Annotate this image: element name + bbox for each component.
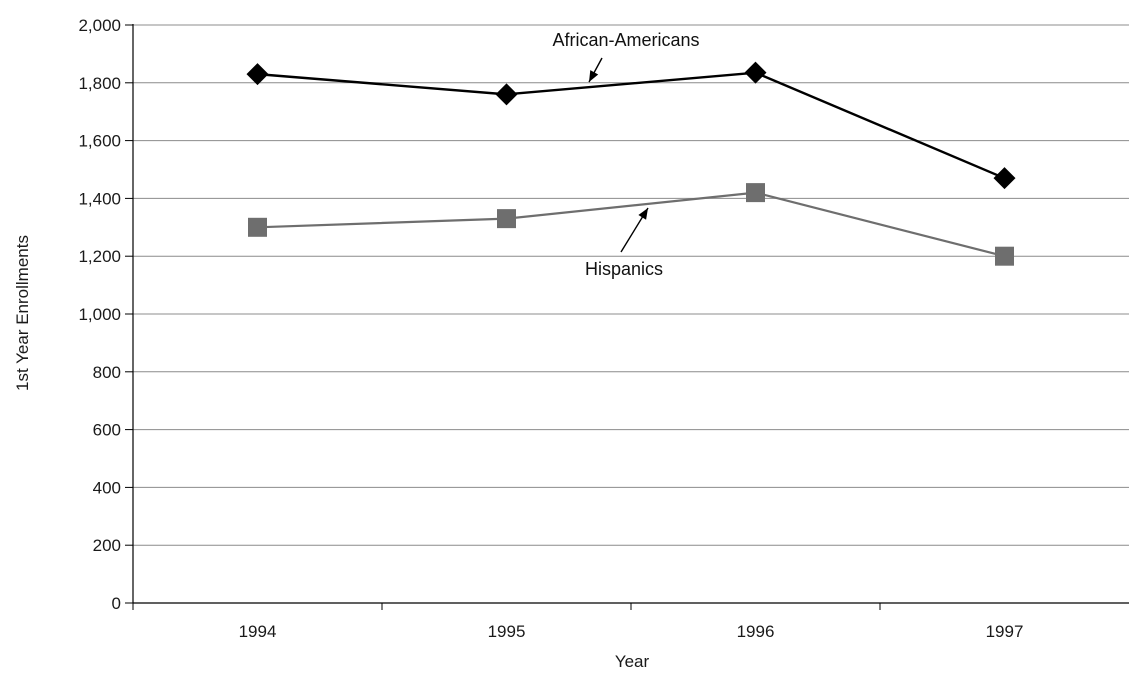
square-marker bbox=[995, 246, 1014, 266]
annotations-layer: African-Americans Hispanics bbox=[552, 30, 699, 279]
series-line-1 bbox=[257, 191, 1005, 258]
square-marker bbox=[248, 217, 267, 237]
x-axis-ticks: 1994 1995 1996 1997 bbox=[132, 603, 1024, 641]
series-line-0 bbox=[257, 71, 1005, 180]
diamond-marker bbox=[246, 63, 269, 86]
y-tick-label: 1,800 bbox=[78, 74, 121, 93]
x-tick-label: 1997 bbox=[986, 622, 1024, 641]
square-marker bbox=[746, 183, 765, 203]
y-tick-label: 1,200 bbox=[78, 247, 121, 266]
x-tick-label: 1995 bbox=[488, 622, 526, 641]
annotation-label-hispanics: Hispanics bbox=[585, 259, 663, 279]
y-tick-label: 1,400 bbox=[78, 189, 121, 208]
x-tick-label: 1994 bbox=[239, 622, 277, 641]
annotation-arrow-hispanics-head bbox=[638, 208, 648, 220]
y-tick-label: 400 bbox=[93, 478, 121, 497]
diamond-marker bbox=[993, 167, 1016, 190]
annotation-label-african-americans: African-Americans bbox=[552, 30, 699, 50]
diamond-marker bbox=[495, 83, 518, 106]
y-axis-ticks: 0 200 400 600 800 1,000 1,200 1,400 1,600 1,800 2,… bbox=[78, 16, 133, 613]
y-tick-label: 1,000 bbox=[78, 305, 121, 324]
gridlines bbox=[133, 24, 1129, 546]
y-tick-label: 2,000 bbox=[78, 16, 121, 35]
y-tick-label: 0 bbox=[112, 594, 121, 613]
series-layer bbox=[246, 61, 1016, 266]
x-axis-title: Year bbox=[615, 652, 650, 671]
diamond-marker bbox=[744, 61, 767, 84]
y-tick-label: 600 bbox=[93, 421, 121, 440]
y-tick-label: 800 bbox=[93, 363, 121, 382]
y-tick-label: 1,600 bbox=[78, 132, 121, 151]
square-marker bbox=[497, 209, 516, 229]
x-tick-label: 1996 bbox=[737, 622, 775, 641]
y-tick-label: 200 bbox=[93, 536, 121, 555]
y-axis-title: 1st Year Enrollments bbox=[13, 235, 32, 391]
annotation-arrow-african-americans-head bbox=[589, 70, 599, 82]
